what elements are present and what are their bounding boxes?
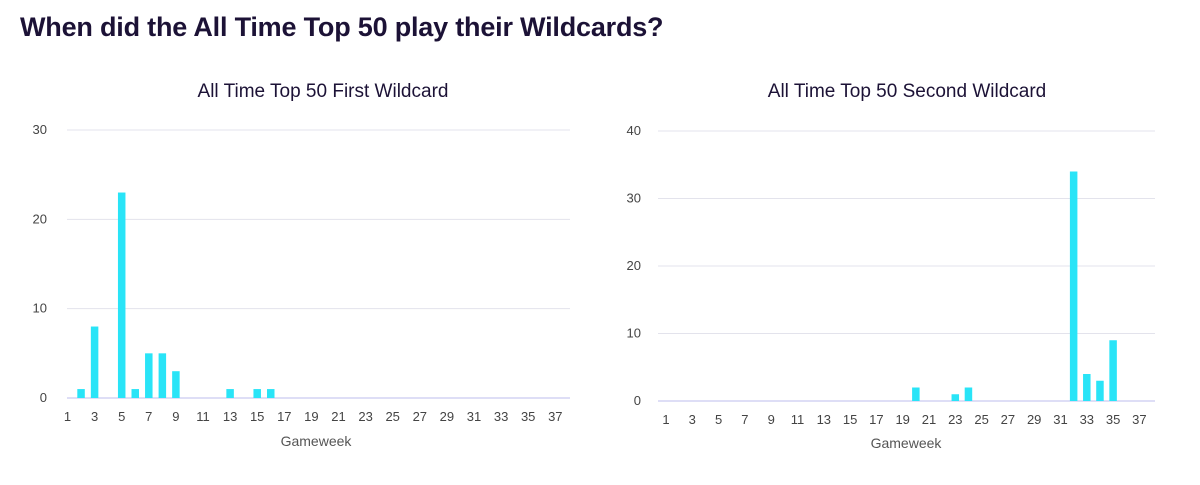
- bar-gameweek-33: [1083, 374, 1091, 401]
- bar-gameweek-23: [951, 394, 960, 401]
- y-tick-label: 0: [634, 393, 641, 408]
- y-tick-label: 20: [33, 211, 47, 226]
- bar-gameweek-2: [77, 389, 85, 398]
- y-tick-label: 30: [33, 122, 47, 137]
- x-tick-label: 23: [358, 409, 372, 424]
- x-tick-label: 15: [250, 409, 264, 424]
- y-tick-label: 10: [33, 301, 47, 316]
- bar-gameweek-35: [1109, 340, 1117, 401]
- x-tick-label: 9: [172, 409, 179, 424]
- x-axis-label: Gameweek: [281, 433, 353, 449]
- x-tick-label: 19: [895, 412, 909, 427]
- x-tick-label: 21: [331, 409, 345, 424]
- bar-gameweek-6: [131, 389, 139, 398]
- bar-gameweek-8: [158, 353, 167, 398]
- x-tick-label: 19: [304, 409, 318, 424]
- y-tick-label: 0: [40, 390, 47, 405]
- x-tick-label: 35: [1106, 412, 1120, 427]
- x-tick-label: 9: [768, 412, 775, 427]
- bar-gameweek-34: [1096, 380, 1104, 401]
- x-tick-label: 5: [118, 409, 125, 424]
- chart-title: All Time Top 50 Second Wildcard: [768, 81, 1046, 102]
- bar-gameweek-24: [964, 387, 973, 401]
- x-tick-label: 21: [922, 412, 936, 427]
- x-tick-label: 29: [440, 409, 454, 424]
- bar-gameweek-9: [172, 371, 180, 398]
- x-tick-label: 25: [974, 412, 988, 427]
- y-tick-label: 20: [627, 258, 641, 273]
- bar-gameweek-16: [267, 389, 275, 398]
- bar-gameweek-7: [145, 353, 153, 398]
- y-tick-label: 30: [627, 191, 641, 206]
- x-tick-label: 3: [91, 409, 98, 424]
- x-tick-label: 1: [662, 412, 669, 427]
- bar-gameweek-32: [1069, 171, 1078, 401]
- bar-gameweek-20: [912, 387, 920, 401]
- x-tick-label: 37: [548, 409, 562, 424]
- bar-gameweek-13: [226, 389, 234, 398]
- x-tick-label: 7: [741, 412, 748, 427]
- y-tick-label: 10: [627, 326, 641, 341]
- x-tick-label: 27: [1001, 412, 1015, 427]
- bar-gameweek-5: [117, 192, 126, 398]
- x-tick-label: 25: [385, 409, 399, 424]
- x-tick-label: 11: [791, 412, 805, 427]
- x-tick-label: 1: [64, 409, 71, 424]
- x-tick-label: 17: [869, 412, 883, 427]
- x-tick-label: 13: [223, 409, 237, 424]
- x-tick-label: 15: [843, 412, 857, 427]
- x-tick-label: 5: [715, 412, 722, 427]
- x-tick-label: 29: [1027, 412, 1041, 427]
- x-tick-label: 3: [689, 412, 696, 427]
- x-tick-label: 17: [277, 409, 291, 424]
- x-tick-label: 37: [1132, 412, 1146, 427]
- x-tick-label: 31: [467, 409, 481, 424]
- y-tick-label: 40: [627, 123, 641, 138]
- x-tick-label: 13: [817, 412, 831, 427]
- x-tick-label: 27: [413, 409, 427, 424]
- x-tick-label: 33: [1080, 412, 1094, 427]
- x-tick-label: 11: [196, 409, 210, 424]
- x-axis-label: Gameweek: [871, 435, 943, 451]
- page-title: When did the All Time Top 50 play their …: [20, 12, 664, 42]
- x-tick-label: 31: [1053, 412, 1067, 427]
- chart-title: All Time Top 50 First Wildcard: [198, 81, 449, 102]
- x-tick-label: 35: [521, 409, 535, 424]
- x-tick-label: 23: [948, 412, 962, 427]
- bar-gameweek-3: [90, 326, 99, 398]
- x-tick-label: 7: [145, 409, 152, 424]
- x-tick-label: 33: [494, 409, 508, 424]
- bar-gameweek-15: [253, 389, 261, 398]
